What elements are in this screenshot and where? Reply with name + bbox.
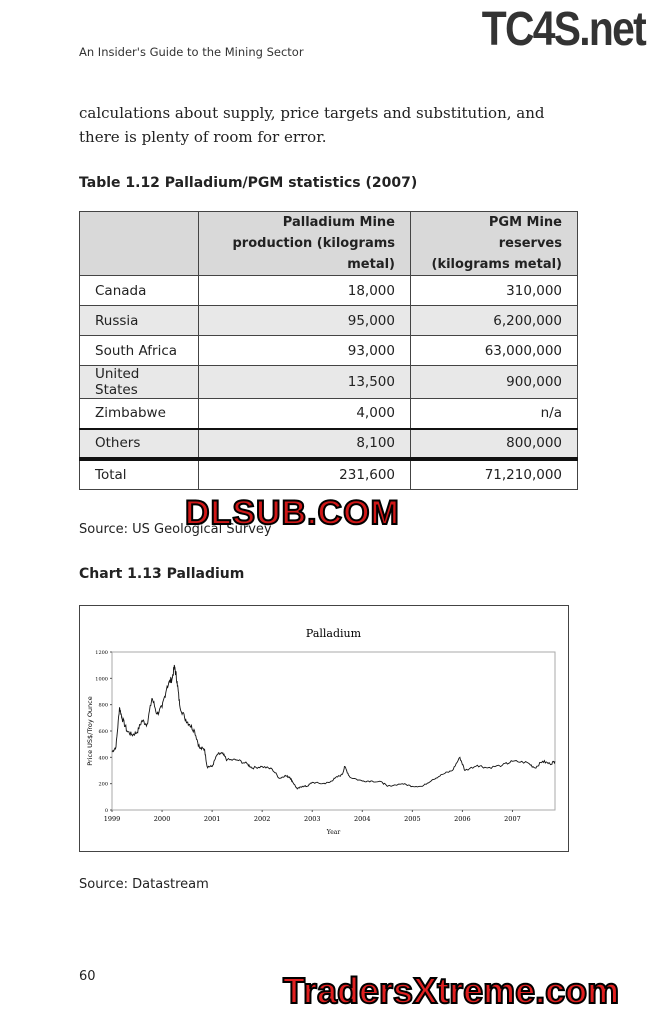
palladium-chart: Palladium Year Price US$/Troy Ounce 0 200 400… [86, 627, 556, 836]
table-row: South Africa 93,000 63,000,000 [79, 335, 578, 366]
column-header: Palladium Mine production (kilograms met… [198, 211, 411, 276]
x-tick-label: 1999 [104, 815, 121, 823]
table-source: Source: US Geological Survey [79, 522, 272, 537]
x-tick-label: 2001 [204, 815, 221, 823]
cell-value: 6,200,000 [410, 305, 578, 336]
cell-value: 93,000 [198, 335, 411, 366]
running-header: An Insider's Guide to the Mining Sector [79, 45, 304, 59]
chart-title: Palladium [306, 627, 362, 640]
x-tick-label: 2007 [504, 815, 521, 823]
chart-caption: Chart 1.13 Palladium [79, 566, 245, 582]
watermark-logo-middle: DLSUB.COM [184, 493, 400, 533]
chart-source: Source: Datastream [79, 877, 209, 892]
cell-value: 8,100 [198, 427, 411, 459]
cell-value: 800,000 [410, 427, 578, 459]
plot-area [111, 651, 556, 811]
cell-value: 900,000 [410, 365, 578, 399]
table-row: United States 13,500 900,000 [79, 365, 578, 399]
page-number: 60 [79, 969, 96, 984]
x-tick-label: 2005 [404, 815, 421, 823]
x-tick-label: 2003 [304, 815, 321, 823]
table-row: Total 231,600 71,210,000 [79, 456, 578, 490]
table-row: Canada 18,000 310,000 [79, 275, 578, 306]
row-label: Russia [79, 305, 199, 336]
cell-value: 71,210,000 [410, 456, 578, 490]
row-label: Total [79, 456, 199, 490]
row-label: United States [79, 365, 199, 399]
cell-value: 18,000 [198, 275, 411, 306]
cell-value: 13,500 [198, 365, 411, 399]
y-tick-label: 1000 [95, 676, 108, 682]
price-line [111, 664, 556, 790]
watermark-logo-bottom: TradersXtreme.com [282, 969, 620, 1012]
row-label: Others [79, 427, 199, 459]
column-header [79, 211, 199, 276]
cell-value: 63,000,000 [410, 335, 578, 366]
y-tick-label: 200 [98, 782, 108, 788]
x-tick-label: 2006 [454, 815, 471, 823]
chart-frame: Palladium Year Price US$/Troy Ounce 0 200 400… [79, 605, 569, 852]
row-label: Canada [79, 275, 199, 306]
watermark-logo-top: TC4S.net [481, 3, 647, 56]
cell-value: 95,000 [198, 305, 411, 336]
y-tick-label: 0 [105, 808, 108, 814]
x-axis-label: Year [326, 829, 341, 836]
table-header-row: Palladium Mine production (kilograms met… [79, 211, 578, 276]
table-caption: Table 1.12 Palladium/PGM statistics (200… [79, 175, 418, 191]
y-tick-label: 800 [98, 703, 108, 709]
y-axis-label: Price US$/Troy Ounce [86, 696, 94, 766]
x-tick-label: 2000 [154, 815, 171, 823]
table-row: Russia 95,000 6,200,000 [79, 305, 578, 336]
x-tick-label: 2004 [354, 815, 371, 823]
cell-value: 4,000 [198, 398, 411, 429]
body-paragraph: calculations about supply, price targets… [79, 104, 545, 146]
palladium-statistics-table: Palladium Mine production (kilograms met… [79, 211, 578, 490]
cell-value: 231,600 [198, 456, 411, 490]
row-label: Zimbabwe [79, 398, 199, 429]
y-tick-label: 600 [98, 729, 108, 735]
x-tick-label: 2002 [254, 815, 271, 823]
column-header: PGM Mine reserves (kilograms metal) [410, 211, 578, 276]
y-tick-label: 1200 [95, 650, 108, 656]
cell-value: 310,000 [410, 275, 578, 306]
table-row: Zimbabwe 4,000 n/a [79, 398, 578, 429]
table-row: Others 8,100 800,000 [79, 427, 578, 459]
y-tick-label: 400 [98, 755, 108, 761]
row-label: South Africa [79, 335, 199, 366]
cell-value: n/a [410, 398, 578, 429]
